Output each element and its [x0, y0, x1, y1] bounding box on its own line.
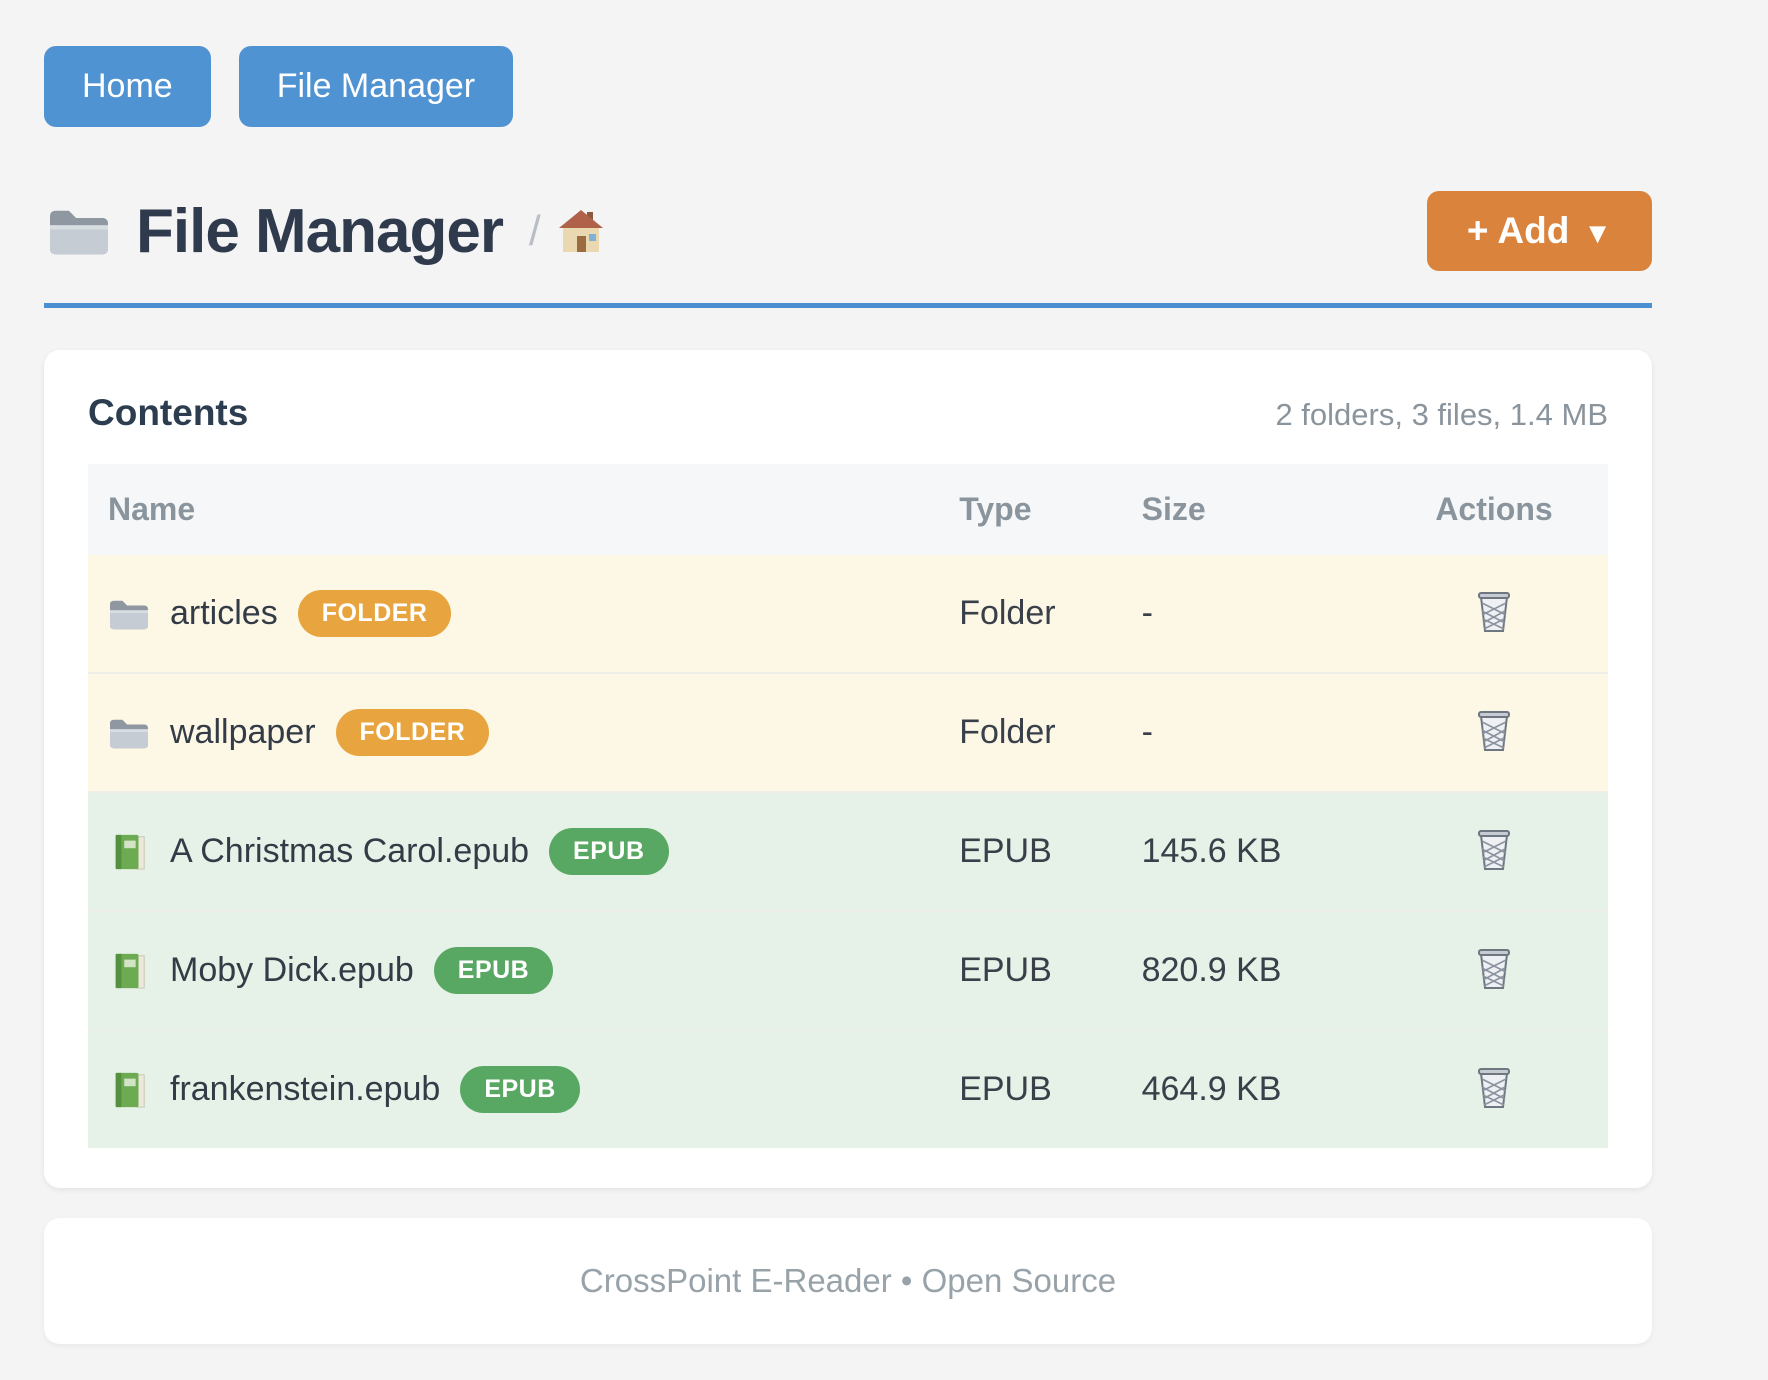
type-cell: EPUB [959, 951, 1052, 989]
column-header-type: Type [939, 464, 1122, 555]
size-cell: - [1141, 594, 1153, 632]
breadcrumb-home-link[interactable] [557, 208, 605, 254]
table-row: Moby Dick.epub EPUB EPUB 820.9 KB [88, 911, 1608, 1030]
breadcrumb: / [529, 207, 605, 255]
delete-button[interactable] [1470, 585, 1518, 637]
delete-button[interactable] [1470, 942, 1518, 994]
table-row: articles FOLDER Folder - [88, 555, 1608, 673]
type-cell: EPUB [959, 832, 1052, 870]
page-title: File Manager [136, 196, 504, 266]
trash-icon [1477, 949, 1510, 989]
file-type-badge: EPUB [549, 828, 669, 875]
column-header-size: Size [1121, 464, 1380, 555]
type-cell: EPUB [959, 1070, 1052, 1108]
table-row: frankenstein.epub EPUB EPUB 464.9 KB [88, 1030, 1608, 1148]
folder-icon [50, 210, 108, 255]
file-type-badge: EPUB [460, 1066, 580, 1113]
type-cell: Folder [959, 713, 1056, 751]
caret-down-icon: ▼ [1583, 218, 1612, 250]
green-book-icon [115, 1071, 145, 1108]
add-button-label: + Add [1466, 210, 1570, 251]
top-nav: Home File Manager [44, 46, 1652, 127]
size-cell: 820.9 KB [1141, 951, 1282, 989]
delete-button[interactable] [1470, 1061, 1518, 1113]
title-group: File Manager / [44, 196, 605, 267]
green-book-icon [115, 952, 145, 989]
column-header-actions: Actions [1379, 464, 1608, 555]
delete-button[interactable] [1470, 704, 1518, 756]
file-type-badge: FOLDER [335, 709, 490, 756]
title-underline [44, 303, 1652, 308]
page-header: File Manager / + Add ▼ [44, 191, 1652, 271]
size-cell: 145.6 KB [1141, 832, 1282, 870]
trash-icon [1477, 711, 1510, 751]
name-cell: articles FOLDER [108, 590, 919, 637]
delete-button[interactable] [1470, 823, 1518, 875]
file-name-link[interactable]: A Christmas Carol.epub [170, 832, 530, 870]
trash-icon [1477, 830, 1510, 870]
size-cell: - [1141, 713, 1153, 751]
contents-card-header: Contents 2 folders, 3 files, 1.4 MB [88, 392, 1608, 434]
trash-icon [1477, 592, 1510, 632]
folder-icon [110, 600, 148, 629]
folder-icon [110, 719, 148, 748]
file-name-link[interactable]: articles [170, 594, 278, 632]
column-header-name: Name [88, 464, 940, 555]
house-icon [558, 210, 603, 252]
type-cell: Folder [959, 594, 1056, 632]
add-button[interactable]: + Add ▼ [1426, 191, 1652, 271]
table-row: A Christmas Carol.epub EPUB EPUB 145.6 K… [88, 792, 1608, 911]
contents-heading: Contents [88, 392, 249, 433]
file-table: Name Type Size Actions articles FOLDER F… [88, 464, 1608, 1148]
nav-button-file-manager[interactable]: File Manager [238, 46, 514, 127]
file-name-link[interactable]: Moby Dick.epub [170, 951, 414, 989]
breadcrumb-separator: / [529, 207, 541, 254]
file-name-link[interactable]: frankenstein.epub [170, 1070, 441, 1108]
name-cell: wallpaper FOLDER [108, 709, 919, 756]
name-cell: Moby Dick.epub EPUB [108, 947, 919, 994]
footer-text: CrossPoint E-Reader • Open Source [579, 1262, 1117, 1299]
file-type-badge: EPUB [433, 947, 554, 994]
green-book-icon [115, 833, 145, 870]
contents-card: Contents 2 folders, 3 files, 1.4 MB Name… [44, 350, 1652, 1188]
name-cell: frankenstein.epub EPUB [108, 1066, 919, 1113]
file-table-header: Name Type Size Actions [88, 464, 1608, 555]
page: Home File Manager File Manager / + Add ▼ … [44, 0, 1652, 1344]
footer: CrossPoint E-Reader • Open Source [44, 1218, 1652, 1344]
size-cell: 464.9 KB [1141, 1070, 1282, 1108]
name-cell: A Christmas Carol.epub EPUB [108, 828, 919, 875]
file-type-badge: FOLDER [297, 590, 452, 637]
contents-summary: 2 folders, 3 files, 1.4 MB [1275, 397, 1608, 432]
nav-button-home[interactable]: Home [44, 46, 211, 127]
table-row: wallpaper FOLDER Folder - [88, 673, 1608, 792]
trash-icon [1477, 1068, 1510, 1108]
file-name-link[interactable]: wallpaper [170, 713, 316, 751]
file-table-body: articles FOLDER Folder - wallpaper FOLDE… [88, 555, 1608, 1148]
